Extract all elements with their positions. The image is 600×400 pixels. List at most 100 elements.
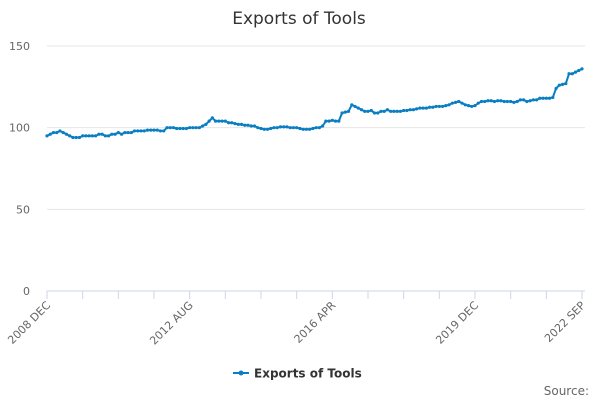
data-point — [518, 98, 522, 102]
data-point — [385, 108, 390, 112]
y-tick-label: 100 — [9, 122, 30, 135]
data-point — [149, 128, 153, 132]
y-tick-label: 0 — [23, 285, 30, 298]
data-point — [330, 118, 334, 122]
data-point — [308, 127, 312, 131]
data-point — [64, 132, 69, 136]
x-tick-label: 2016 APR — [292, 299, 339, 346]
data-point — [570, 72, 574, 76]
data-point — [346, 109, 351, 113]
data-point — [110, 132, 114, 136]
data-point — [528, 99, 532, 103]
data-point — [126, 130, 130, 135]
data-point — [557, 83, 561, 87]
data-point — [573, 70, 578, 74]
data-point — [74, 135, 78, 140]
data-point — [103, 134, 107, 138]
data-point — [230, 121, 234, 125]
data-point — [256, 126, 260, 130]
data-point — [389, 109, 393, 113]
data-point — [515, 99, 519, 104]
data-point — [509, 99, 513, 104]
data-point — [470, 104, 474, 109]
data-point — [317, 126, 321, 130]
data-point — [165, 126, 169, 130]
data-point — [188, 126, 192, 130]
data-point — [369, 108, 373, 113]
data-point — [207, 119, 211, 123]
data-point — [184, 126, 189, 131]
data-point — [181, 126, 185, 131]
data-point — [431, 105, 435, 109]
data-point — [340, 111, 344, 115]
data-point — [405, 108, 409, 113]
data-point — [560, 82, 565, 86]
data-point — [68, 134, 72, 138]
data-point — [466, 104, 471, 108]
legend-item[interactable]: Exports of Tools — [233, 367, 362, 381]
data-point — [457, 99, 461, 104]
data-point — [48, 132, 52, 136]
data-point — [402, 108, 406, 113]
data-point — [418, 106, 422, 110]
data-point — [220, 119, 224, 123]
data-point — [496, 99, 500, 103]
y-tick-label: 150 — [9, 40, 30, 53]
data-point — [392, 109, 396, 113]
data-point — [249, 124, 253, 128]
data-point — [577, 68, 581, 73]
data-point — [440, 104, 445, 109]
data-point — [291, 126, 296, 130]
data-point — [116, 130, 120, 135]
data-point — [359, 108, 364, 112]
data-point — [55, 130, 59, 135]
data-point — [415, 107, 419, 111]
data-point — [356, 106, 360, 110]
data-point — [505, 99, 510, 104]
data-point — [259, 126, 263, 131]
data-point — [272, 126, 276, 130]
data-point — [100, 132, 104, 136]
data-point — [411, 108, 415, 112]
data-point — [298, 126, 302, 131]
data-point — [324, 119, 328, 123]
data-point — [246, 123, 250, 127]
data-point — [129, 130, 133, 135]
data-point — [233, 121, 237, 126]
data-point — [136, 129, 140, 133]
data-point — [84, 134, 88, 138]
data-point — [408, 108, 412, 112]
data-point — [265, 127, 270, 131]
data-point — [424, 106, 428, 110]
x-tick-label: 2019 DEC — [433, 299, 481, 347]
data-point — [476, 101, 480, 105]
data-point — [132, 129, 137, 133]
data-point — [372, 111, 377, 115]
data-point — [580, 67, 584, 71]
data-point — [434, 104, 438, 109]
data-point — [45, 134, 49, 138]
data-point — [301, 127, 305, 131]
data-point — [152, 128, 156, 132]
data-point — [71, 135, 75, 140]
data-point — [94, 134, 98, 138]
data-point — [337, 119, 341, 123]
data-point — [353, 104, 357, 109]
data-point — [512, 100, 516, 104]
data-point — [295, 126, 299, 130]
data-point — [113, 132, 117, 136]
data-point — [366, 109, 370, 113]
data-point — [275, 126, 279, 130]
data-point — [311, 126, 315, 131]
x-tick-label: 2008 DEC — [5, 299, 53, 347]
data-point — [499, 99, 503, 103]
data-point — [210, 116, 214, 120]
data-point — [81, 134, 85, 138]
data-point — [239, 122, 244, 126]
data-point — [343, 110, 347, 114]
data-point — [61, 130, 65, 135]
x-tick-label: 2012 AUG — [147, 299, 196, 348]
data-point — [252, 124, 257, 128]
x-tick-label: 2022 SEP — [542, 299, 588, 345]
